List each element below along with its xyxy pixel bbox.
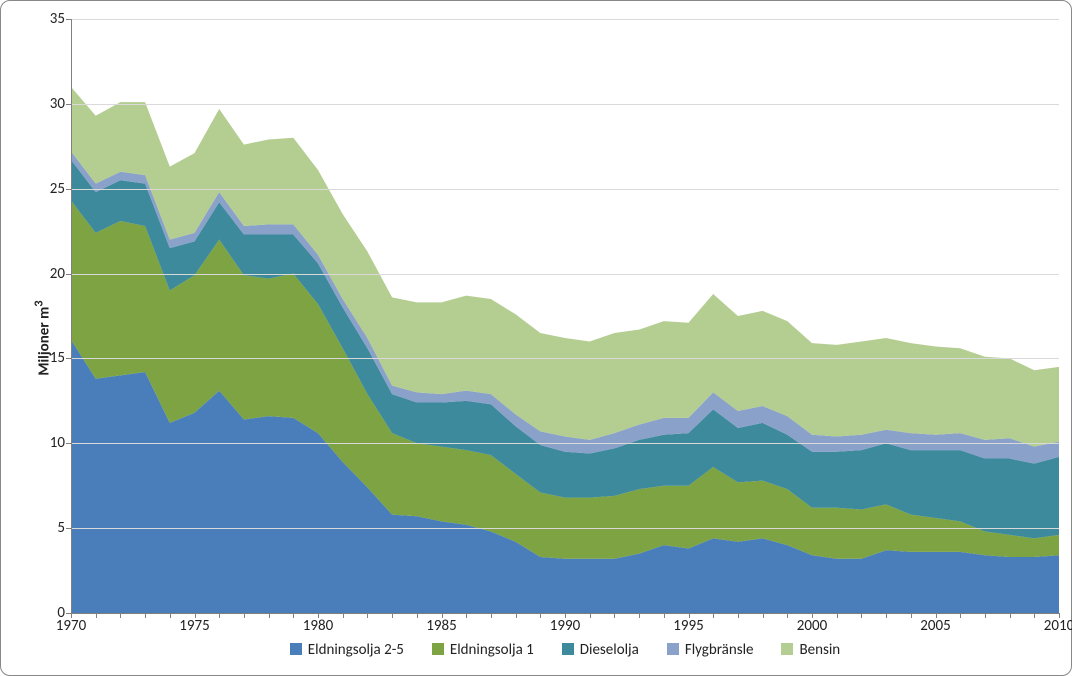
x-tick: [861, 613, 862, 618]
legend-item-eldningsolja1: Eldningsolja 1: [432, 641, 534, 659]
y-tick: [66, 104, 71, 105]
x-tick-label: 1980: [295, 617, 341, 635]
legend-label: Dieselolja: [580, 641, 639, 659]
x-tick: [219, 613, 220, 618]
x-tick-label: 1990: [542, 617, 588, 635]
legend-item-dieselolja: Dieselolja: [562, 641, 639, 659]
y-tick-label: 35: [25, 10, 65, 28]
y-tick: [66, 528, 71, 529]
x-tick: [343, 613, 344, 618]
x-tick: [244, 613, 245, 618]
x-tick-label: 2000: [789, 617, 835, 635]
grid-line: [71, 19, 1059, 20]
x-tick-label: 1995: [666, 617, 712, 635]
grid-line: [71, 189, 1059, 190]
x-tick: [837, 613, 838, 618]
legend-item-flygbransle: Flygbränsle: [667, 641, 754, 659]
y-tick: [66, 19, 71, 20]
legend-swatch: [667, 643, 679, 655]
y-tick: [66, 443, 71, 444]
x-tick: [120, 613, 121, 618]
x-tick-label: 1985: [419, 617, 465, 635]
y-tick-label: 30: [25, 95, 65, 113]
x-tick: [145, 613, 146, 618]
x-tick-label: 2010: [1036, 617, 1072, 635]
chart-frame: Miljoner m3 Eldningsolja 2-5Eldningsolja…: [0, 0, 1072, 676]
y-tick-label: 15: [25, 349, 65, 367]
legend-label: Eldningsolja 2-5: [308, 641, 404, 659]
x-tick: [738, 613, 739, 618]
legend-swatch: [562, 643, 574, 655]
x-tick: [392, 613, 393, 618]
legend-item-eldningsolja25: Eldningsolja 2-5: [290, 641, 404, 659]
y-tick-label: 10: [25, 434, 65, 452]
legend-label: Eldningsolja 1: [450, 641, 534, 659]
legend-swatch: [290, 643, 302, 655]
x-tick: [491, 613, 492, 618]
legend: Eldningsolja 2-5 Eldningsolja 1 Dieselolja…: [71, 641, 1059, 659]
plot-area: [71, 19, 1059, 613]
y-tick: [66, 189, 71, 190]
grid-line: [71, 443, 1059, 444]
x-tick: [516, 613, 517, 618]
legend-swatch: [781, 643, 793, 655]
x-tick: [985, 613, 986, 618]
x-tick: [886, 613, 887, 618]
grid-line: [71, 104, 1059, 105]
area-chart-svg: [71, 19, 1059, 613]
x-tick: [590, 613, 591, 618]
y-tick: [66, 274, 71, 275]
grid-line: [71, 528, 1059, 529]
x-tick: [639, 613, 640, 618]
x-tick: [614, 613, 615, 618]
legend-swatch: [432, 643, 444, 655]
x-tick: [96, 613, 97, 618]
x-tick-label: 2005: [913, 617, 959, 635]
legend-label: Flygbränsle: [685, 641, 754, 659]
y-axis-line: [71, 19, 72, 613]
x-tick: [1010, 613, 1011, 618]
legend-item-bensin: Bensin: [781, 641, 840, 659]
x-tick: [367, 613, 368, 618]
x-tick: [960, 613, 961, 618]
y-tick-label: 5: [25, 519, 65, 537]
x-tick: [763, 613, 764, 618]
y-tick-label: 25: [25, 180, 65, 198]
x-tick: [466, 613, 467, 618]
legend-label: Bensin: [799, 641, 840, 659]
grid-line: [71, 274, 1059, 275]
x-tick: [713, 613, 714, 618]
x-tick-label: 1970: [48, 617, 94, 635]
grid-line: [71, 358, 1059, 359]
x-tick-label: 1975: [172, 617, 218, 635]
x-tick: [269, 613, 270, 618]
y-tick-label: 20: [25, 265, 65, 283]
y-tick: [66, 613, 71, 614]
y-tick: [66, 358, 71, 359]
